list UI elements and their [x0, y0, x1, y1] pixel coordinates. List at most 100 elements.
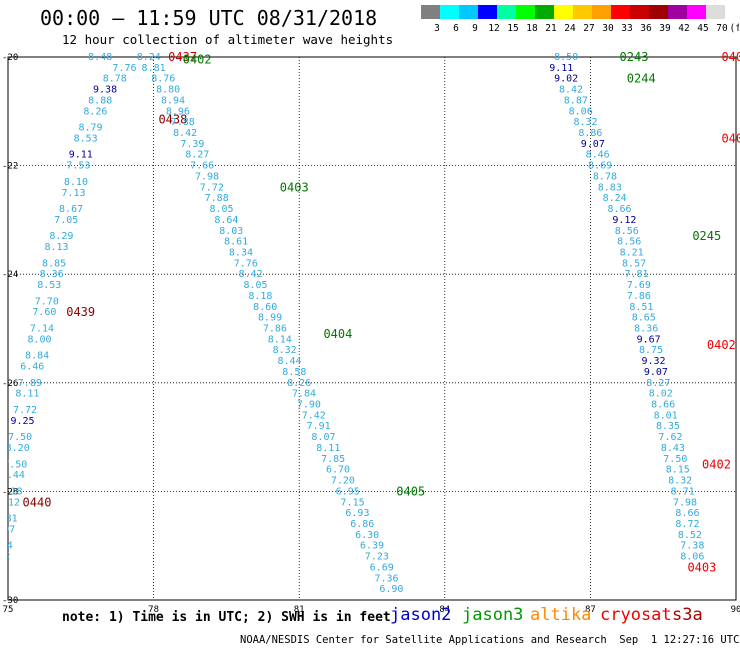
jason2-point: 9.25 [11, 416, 35, 427]
jason2-point: 6.46 [20, 362, 44, 373]
colorbar-label: 42 [678, 23, 689, 34]
jason3-point: 7.15 [341, 497, 365, 508]
jason3-point: 8.64 [214, 215, 238, 226]
jason2-point: 8.13 [44, 242, 68, 253]
jason3-point: 8.60 [253, 302, 277, 313]
y-tick-label: -30 [2, 596, 18, 606]
jason3-point: 7.84 [292, 389, 316, 400]
colorbar-swatch [459, 5, 478, 19]
jason2-point: 7.53 [66, 161, 90, 172]
jason3-point: 8.05 [209, 204, 233, 215]
jason2-point: 7.41 [0, 568, 8, 579]
s3a-point: 9.11 [549, 63, 573, 74]
s3a-point: 8.52 [678, 530, 702, 541]
jason3-point: 8.24 [137, 52, 161, 63]
jason2-pass-label: 0440 [23, 495, 52, 509]
s3a-point: 8.21 [620, 247, 644, 258]
jason3-point: 7.76 [234, 258, 258, 269]
jason3-point: 8.61 [224, 237, 248, 248]
x-tick-label: 90 [731, 605, 740, 615]
s3a-point: 8.65 [632, 313, 656, 324]
s3a-point: 8.50 [554, 52, 578, 63]
jason3-point: 8.34 [229, 247, 253, 258]
jason3-point: 7.90 [297, 400, 321, 411]
colorbar-swatch [592, 5, 611, 19]
x-tick-label: 84 [439, 605, 450, 615]
jason2-pass-label: 0439 [66, 305, 95, 319]
jason2-point: 7.81 [0, 514, 18, 525]
colorbar-swatch [630, 5, 649, 19]
jason3-point: 8.80 [156, 85, 180, 96]
s3a-point: 7.81 [624, 269, 648, 280]
jason2-point: 7.37 [0, 579, 5, 590]
s3a-point: 8.86 [578, 128, 602, 139]
s3a-point: 9.07 [581, 139, 605, 150]
s3a-point: 8.51 [629, 302, 653, 313]
s3a-point: 8.32 [668, 476, 692, 487]
s3a-point: 8.66 [675, 508, 699, 519]
jason3-point: 8.99 [258, 313, 282, 324]
jason2-point: 8.88 [88, 95, 112, 106]
jason3-pass-label: 0244 [627, 72, 656, 86]
jason2-point: 7.76 [112, 63, 136, 74]
legend-item-jason2: jason2 [390, 605, 452, 625]
jason3-point: 7.39 [180, 139, 204, 150]
colorbar-label: 36 [640, 23, 652, 34]
x-tick-label: 75 [3, 605, 14, 615]
y-tick-label: -22 [2, 162, 18, 172]
s3a-point: 8.35 [656, 421, 680, 432]
jason3-point: 7.91 [307, 421, 331, 432]
s3a-point: 8.43 [661, 443, 685, 454]
jason3-point: 8.58 [282, 367, 306, 378]
colorbar-label: 9 [472, 23, 478, 34]
colorbar-label: 21 [545, 23, 557, 34]
jason3-point: 6.39 [360, 541, 384, 552]
jason2-point: 8.11 [15, 389, 39, 400]
x-tick-label: 81 [294, 605, 305, 615]
jason3-point: 7.20 [331, 476, 355, 487]
s3a-point: 7.38 [680, 541, 704, 552]
jason2-point: 7.12 [0, 497, 20, 508]
s3a-point: 8.42 [559, 85, 583, 96]
colorbar-label: 12 [488, 23, 499, 34]
s3a-point: 7.50 [663, 454, 687, 465]
colorbar-swatch [573, 5, 592, 19]
jason3-point: 8.42 [239, 269, 263, 280]
s3a-point: 8.56 [617, 237, 641, 248]
jason3-point: 8.07 [311, 432, 335, 443]
s3a-point: 8.83 [598, 182, 622, 193]
jason3-point: 8.42 [173, 128, 197, 139]
jason3-point: 6.86 [350, 519, 374, 530]
plot-frame [7, 56, 737, 601]
cryosat-pass-label: 040 [721, 50, 740, 64]
cryosat-pass-label: 0401 [721, 131, 740, 145]
jason3-point: 8.11 [316, 443, 340, 454]
y-tick-label: -24 [2, 270, 18, 280]
s3a-point: 9.12 [612, 215, 636, 226]
jason2-point: 7.14 [30, 324, 54, 335]
jason2-pass-label: 0437 [168, 50, 197, 64]
jason2-point: 7.18 [0, 486, 22, 497]
jason2-point: 7.72 [13, 405, 37, 416]
s3a-point: 7.98 [673, 497, 697, 508]
legend-item-cryosat: cryosat [600, 605, 672, 625]
jason3-point: 7.88 [205, 193, 229, 204]
jason3-point: 8.96 [166, 106, 190, 117]
s3a-point: 8.56 [615, 226, 639, 237]
jason3-point: 8.32 [273, 345, 297, 356]
colorbar-label: (ft) [730, 23, 739, 34]
colorbar-swatch [421, 5, 440, 19]
footer-credit: NOAA/NESDIS Center for Satellite Applica… [240, 634, 740, 646]
jason2-point: 7.14 [0, 541, 13, 552]
jason2-point: 9.11 [69, 150, 93, 161]
jason2-point: 7.70 [35, 296, 59, 307]
colorbar-swatch [497, 5, 516, 19]
colorbar-label: 30 [602, 23, 614, 34]
jason2-point: 8.78 [103, 74, 127, 85]
jason3-point: 8.05 [243, 280, 267, 291]
jason3-point: 7.85 [321, 454, 345, 465]
jason2-point: 8.67 [59, 204, 83, 215]
y-tick-label: -26 [2, 379, 18, 389]
s3a-point: 8.75 [639, 345, 663, 356]
